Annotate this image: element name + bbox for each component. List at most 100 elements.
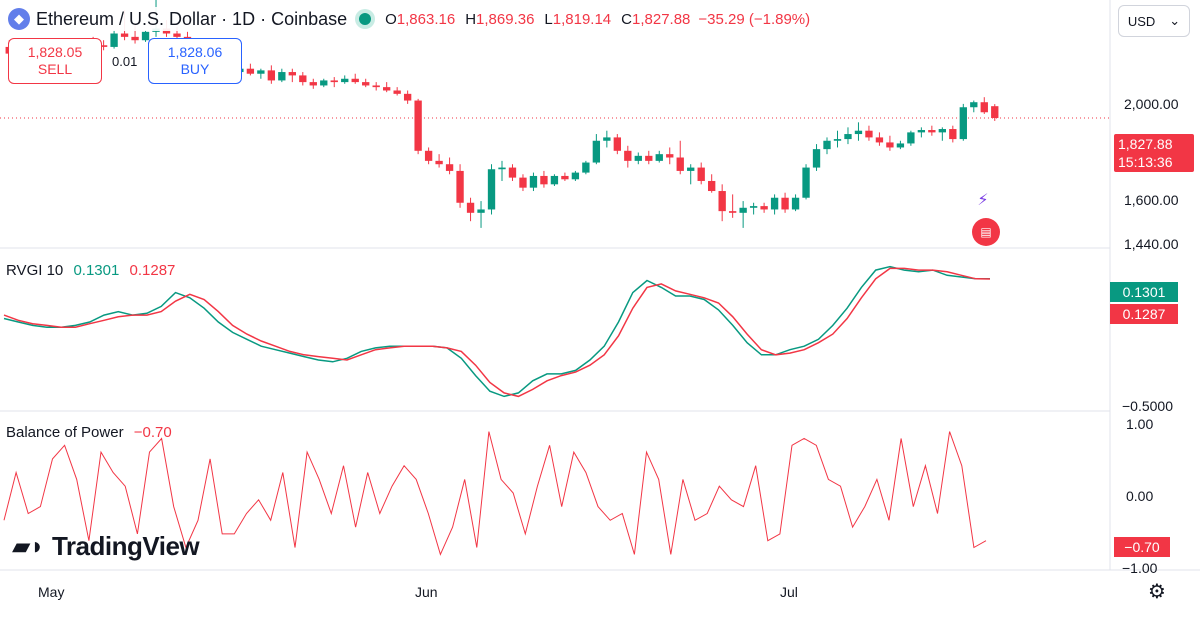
candle-body bbox=[938, 129, 947, 133]
candle-body bbox=[749, 206, 758, 208]
candle-body bbox=[571, 172, 580, 180]
bop-value-tag: −0.70 bbox=[1114, 537, 1170, 557]
candle-body bbox=[592, 140, 601, 163]
candle-body bbox=[561, 175, 569, 180]
symbol-title[interactable]: Ethereum / U.S. Dollar · 1D · Coinbase bbox=[36, 8, 348, 29]
sell-label: SELL bbox=[37, 61, 73, 77]
candle-body bbox=[550, 175, 559, 185]
candle-body bbox=[896, 143, 905, 148]
candle-body bbox=[959, 107, 967, 140]
candle-body bbox=[718, 191, 726, 212]
rvgi-red-value: 0.1287 bbox=[129, 262, 176, 279]
candle-body bbox=[341, 78, 349, 83]
rvgi-length: 10 bbox=[46, 262, 64, 279]
candle-body bbox=[498, 167, 506, 170]
candle-body bbox=[907, 132, 915, 144]
tradingview-logo[interactable]: ▰◗ TradingView bbox=[12, 531, 200, 562]
buy-button[interactable]: 1,828.06 BUY bbox=[148, 38, 242, 84]
candle-body bbox=[687, 167, 695, 171]
candle-body bbox=[299, 75, 307, 83]
market-status-dot bbox=[359, 13, 372, 25]
alert-badge-icon[interactable]: ⚡ bbox=[977, 192, 989, 209]
candle-body bbox=[477, 209, 485, 213]
candle-body bbox=[435, 160, 443, 165]
candle-body bbox=[812, 149, 821, 168]
candle-body bbox=[823, 140, 831, 150]
candle-body bbox=[980, 102, 988, 113]
sell-button[interactable]: 1,828.05 SELL bbox=[8, 38, 102, 84]
ethereum-icon: ◆ bbox=[8, 8, 30, 30]
candle-body bbox=[424, 150, 433, 161]
candle-body bbox=[791, 197, 800, 210]
candle-body bbox=[519, 177, 527, 188]
candle-body bbox=[949, 129, 957, 140]
candle-body bbox=[582, 162, 590, 173]
candle-body bbox=[634, 155, 642, 161]
candle-body bbox=[372, 85, 380, 88]
candle-body bbox=[162, 28, 171, 34]
rvgi-name: RVGI bbox=[6, 262, 43, 279]
candle-body bbox=[99, 45, 108, 47]
candle-body bbox=[414, 100, 422, 151]
candle-body bbox=[141, 31, 150, 41]
candle-body bbox=[708, 180, 716, 192]
price-tick-1600: 1,600.00 bbox=[1124, 192, 1179, 208]
candle-body bbox=[403, 93, 412, 101]
candle-body bbox=[330, 80, 338, 83]
candle-body bbox=[917, 130, 926, 133]
candle-body bbox=[508, 167, 517, 178]
candle-body bbox=[928, 130, 936, 133]
price-tick-1440: 1,440.00 bbox=[1124, 236, 1179, 252]
rvgi-green-value: 0.1301 bbox=[73, 262, 120, 279]
candle-body bbox=[466, 202, 475, 213]
rvgi-green-tag: 0.1301 bbox=[1110, 282, 1178, 302]
candle-body bbox=[540, 175, 548, 185]
candle-body bbox=[655, 154, 663, 161]
candle-body bbox=[833, 139, 842, 141]
currency-button[interactable]: USD ⌄ bbox=[1118, 5, 1190, 37]
bop-value: −0.70 bbox=[133, 424, 172, 441]
sell-price: 1,828.05 bbox=[27, 44, 83, 60]
bop-tick-0: 0.00 bbox=[1126, 488, 1154, 504]
candle-body bbox=[781, 197, 789, 210]
candle-body bbox=[697, 167, 705, 181]
change-value: −35.29 (−1.89%) bbox=[698, 10, 811, 28]
candle-body bbox=[645, 155, 653, 161]
candle-body bbox=[760, 206, 768, 210]
us-flag-icon[interactable]: ▤ bbox=[972, 218, 1000, 246]
low-value: 1,819.14 bbox=[552, 10, 612, 28]
gear-icon[interactable]: ⚙ bbox=[1148, 580, 1166, 603]
candle-body bbox=[257, 70, 265, 74]
last-price-tag: 1,827.88 15:13:36 bbox=[1114, 134, 1194, 172]
candlestick-series bbox=[0, 0, 1110, 228]
rvgi-red-tag: 0.1287 bbox=[1110, 304, 1178, 324]
rvgi-axis-tick: −0.5000 bbox=[1122, 398, 1173, 414]
candle-body bbox=[267, 70, 276, 81]
candle-body bbox=[309, 82, 317, 86]
candle-body bbox=[173, 33, 181, 37]
time-label-jun: Jun bbox=[415, 584, 438, 600]
bop-tick-1: 1.00 bbox=[1126, 416, 1154, 432]
candle-body bbox=[278, 72, 286, 81]
rvgi-line-rvgi bbox=[3, 265, 991, 398]
spread-value: 0.01 bbox=[112, 54, 138, 69]
bop-line bbox=[3, 431, 987, 556]
buy-price: 1,828.06 bbox=[167, 44, 223, 60]
candle-body bbox=[886, 142, 894, 148]
rvgi-series bbox=[3, 265, 991, 398]
candle-body bbox=[131, 36, 139, 41]
price-tick-2000: 2,000.00 bbox=[1124, 96, 1179, 112]
candle-body bbox=[739, 207, 747, 213]
candle-body bbox=[970, 102, 978, 108]
candle-body bbox=[603, 137, 611, 141]
tradingview-mark-icon: ▰◗ bbox=[12, 533, 44, 560]
candle-body bbox=[120, 33, 129, 37]
rvgi-line-signal bbox=[3, 267, 991, 398]
symbol-legend: ◆ Ethereum / U.S. Dollar · 1D · Coinbase… bbox=[8, 7, 825, 31]
candle-body bbox=[246, 68, 255, 74]
candle-body bbox=[844, 134, 852, 140]
candle-body bbox=[445, 164, 454, 171]
close-value: 1,827.88 bbox=[632, 10, 691, 28]
candle-body bbox=[854, 130, 863, 135]
candle-body bbox=[676, 157, 684, 171]
